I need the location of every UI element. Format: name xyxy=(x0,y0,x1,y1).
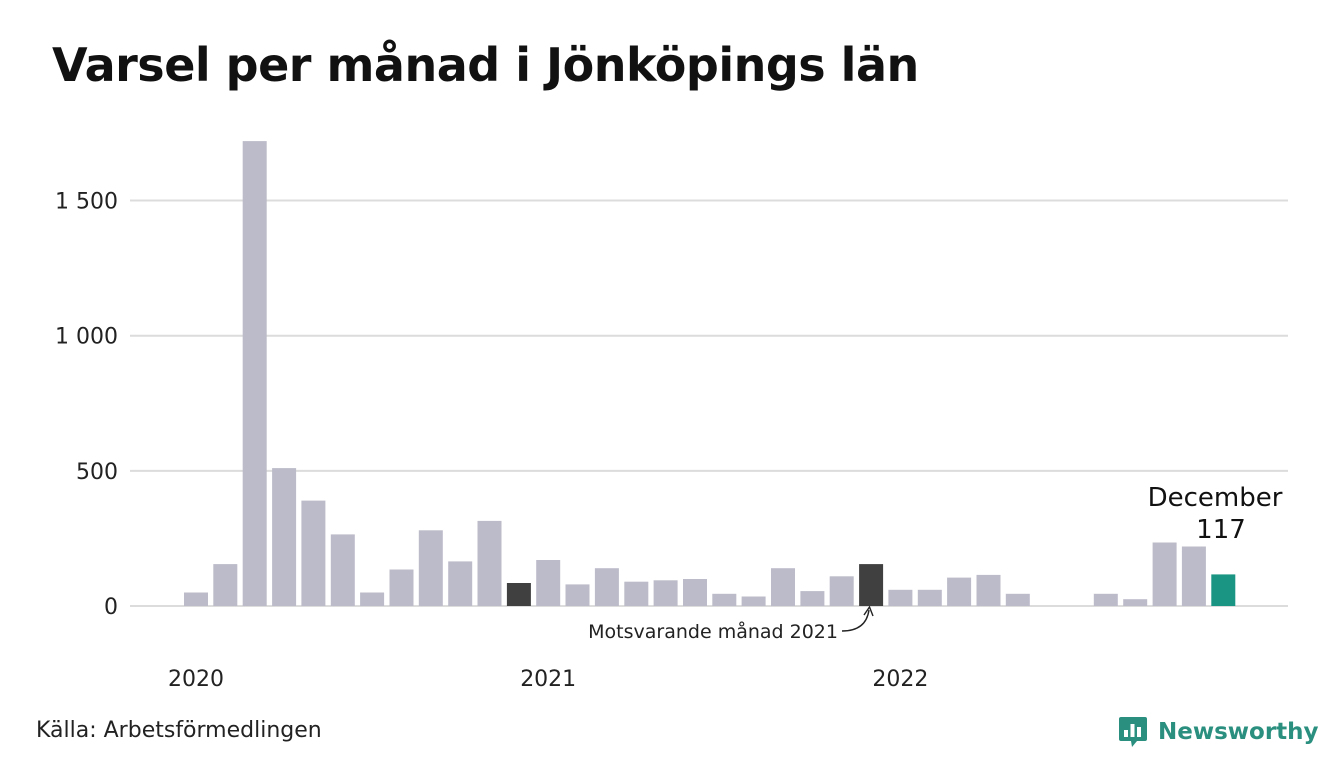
bar xyxy=(624,581,649,606)
bar xyxy=(829,576,854,606)
bar xyxy=(800,591,825,606)
source-note: Källa: Arbetsförmedlingen xyxy=(36,718,322,743)
bar xyxy=(1152,542,1177,606)
bar xyxy=(213,564,238,606)
bar xyxy=(418,530,443,606)
bar-comparison-month xyxy=(859,564,884,606)
bar-comparison-month xyxy=(506,583,531,606)
bar xyxy=(1181,546,1206,606)
annotations: December 117 Motsvarande månad 2021 xyxy=(588,483,1283,643)
bar xyxy=(947,577,972,606)
bar xyxy=(272,468,297,606)
brand-logo: Newsworthy xyxy=(1118,712,1319,752)
bars xyxy=(184,141,1236,606)
x-year-label: 2021 xyxy=(520,667,576,692)
current-value-label: 117 xyxy=(1196,515,1246,545)
y-tick-label: 1 500 xyxy=(55,190,118,215)
bar xyxy=(360,592,385,606)
comparison-month-label: Motsvarande månad 2021 xyxy=(588,620,838,643)
bar-current-month xyxy=(1211,574,1236,606)
bar xyxy=(917,589,942,606)
bar xyxy=(653,580,678,606)
x-year-label: 2020 xyxy=(168,667,224,692)
bar xyxy=(976,574,1001,606)
bar xyxy=(389,569,414,606)
newsworthy-logo-icon xyxy=(1119,717,1147,747)
bar xyxy=(594,568,619,606)
bar xyxy=(448,561,473,606)
bar xyxy=(477,520,502,606)
bar xyxy=(242,141,267,606)
bar xyxy=(330,534,355,606)
bar xyxy=(301,500,326,606)
chart-title: Varsel per månad i Jönköpings län xyxy=(52,38,919,92)
bar xyxy=(1005,593,1030,606)
bar xyxy=(184,592,208,606)
y-tick-label: 500 xyxy=(76,460,118,485)
y-tick-label: 0 xyxy=(104,595,118,620)
bar xyxy=(565,584,590,606)
comparison-arrow-head xyxy=(863,605,874,617)
bar xyxy=(536,560,561,606)
bar xyxy=(712,593,737,606)
current-month-label: December xyxy=(1148,483,1283,513)
brand-name: Newsworthy xyxy=(1158,719,1319,745)
x-axis-labels: 2020 2021 2022 xyxy=(168,667,928,692)
x-year-label: 2022 xyxy=(872,667,928,692)
y-tick-label: 1 000 xyxy=(55,325,118,350)
y-axis-labels: 0 500 1 000 1 500 xyxy=(55,190,118,620)
bar xyxy=(771,568,795,606)
bar-chart: 0 500 1 000 1 500 2020 2021 2022 December 117… xyxy=(55,141,1288,692)
bar xyxy=(683,579,707,606)
bar xyxy=(888,589,913,606)
bar xyxy=(1093,593,1118,606)
bar xyxy=(1123,599,1148,606)
bar xyxy=(741,596,766,606)
comparison-arrow xyxy=(841,609,870,632)
